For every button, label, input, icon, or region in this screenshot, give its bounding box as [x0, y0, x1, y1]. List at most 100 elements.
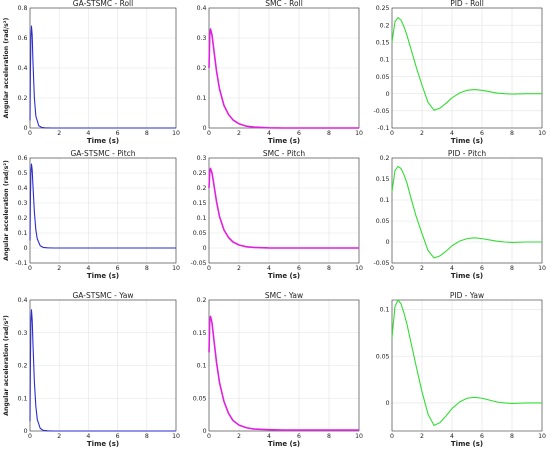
y-tick-label: 0.2 [18, 95, 28, 102]
y-tick-label: 0 [386, 239, 390, 246]
y-tick-label: 0.15 [193, 330, 207, 337]
x-tick-label: 8 [145, 433, 149, 440]
y-tick-label: 0.15 [376, 176, 390, 183]
subplot-title: PID - Yaw [450, 291, 484, 300]
x-tick-label: 10 [538, 130, 546, 137]
x-tick-label: 2 [420, 433, 424, 440]
y-tick-label: 0.1 [18, 230, 28, 237]
y-tick-label: 0.5 [18, 170, 28, 177]
x-tick-label: 6 [297, 265, 301, 272]
x-axis-label: Time (s) [87, 440, 119, 448]
y-tick-label: 0.1 [197, 363, 207, 370]
subplot-title: GA-STSMC - Pitch [70, 149, 135, 158]
y-tick-label: 0.6 [18, 35, 28, 42]
x-axis-label: Time (s) [87, 272, 119, 280]
y-tick-label: 0.3 [18, 200, 28, 207]
x-tick-label: 4 [86, 433, 90, 440]
x-tick-label: 8 [145, 265, 149, 272]
axes-frame [208, 157, 360, 264]
plot-area [392, 158, 542, 263]
x-tick-label: 4 [86, 265, 90, 272]
y-tick-label: 0.1 [380, 57, 390, 64]
x-axis-label: Time (s) [451, 272, 483, 280]
x-tick-label: 8 [145, 130, 149, 137]
series-line-1 [391, 165, 542, 259]
y-tick-label: 0 [24, 125, 28, 132]
y-tick-label: 0.25 [376, 5, 390, 12]
y-tick-label: -0.05 [190, 260, 206, 267]
y-axis-label: Angular acceleration (rad/s²) [3, 315, 10, 416]
subplot-title: SMC - Pitch [263, 149, 305, 158]
y-tick-label: 0 [24, 428, 28, 435]
y-tick-label: 0.1 [380, 197, 390, 204]
series-line-1 [391, 299, 542, 426]
y-axis-label: Angular acceleration (rad/s²) [3, 18, 10, 119]
x-tick-label: 10 [355, 265, 363, 272]
y-tick-label: 0.1 [197, 215, 207, 222]
axes-frame [208, 299, 360, 432]
axes-frame [391, 7, 543, 129]
x-tick-label: 6 [116, 265, 120, 272]
subplot-title: GA-STSMC - Roll [73, 0, 133, 8]
y-tick-label: 0.4 [18, 185, 28, 192]
plot-area [392, 300, 542, 431]
x-tick-label: 0 [28, 130, 32, 137]
subplot-title: PID - Roll [450, 0, 484, 8]
x-tick-label: 2 [237, 433, 241, 440]
plot-area [209, 158, 359, 263]
x-tick-label: 2 [57, 433, 61, 440]
y-axis-label: Angular acceleration (rad/s²) [3, 160, 10, 261]
axes-frame [391, 157, 543, 264]
x-tick-label: 6 [297, 433, 301, 440]
y-tick-label: 0 [203, 125, 207, 132]
x-axis-label: Time (s) [268, 440, 300, 448]
y-tick-label: 0.1 [197, 95, 207, 102]
x-tick-label: 8 [510, 130, 514, 137]
series-line-1 [208, 28, 359, 129]
y-tick-label: 0.1 [18, 395, 28, 402]
x-axis-label: Time (s) [268, 272, 300, 280]
x-tick-label: 6 [480, 265, 484, 272]
x-tick-label: 10 [172, 433, 180, 440]
subplot-2: 0 2 4 6 8 10 0 0.1 0.2 0.3 0.4 SMC - Roll Time (s) [197, 0, 363, 145]
x-tick-label: 0 [207, 130, 211, 137]
y-tick-label: 0.25 [193, 170, 207, 177]
x-tick-label: 6 [297, 130, 301, 137]
y-tick-label: 0.2 [197, 297, 207, 304]
subplot-title: PID - Pitch [448, 149, 486, 158]
y-tick-label: 0.05 [376, 218, 390, 225]
subplot-9: 0 2 4 6 8 10 0 0.05 0.1 PID - Yaw Time (s) [376, 291, 546, 448]
x-tick-label: 6 [116, 130, 120, 137]
subplot-title: GA-STSMC - Yaw [72, 291, 133, 300]
x-tick-label: 2 [237, 265, 241, 272]
x-tick-label: 10 [538, 265, 546, 272]
x-axis-label: Time (s) [451, 137, 483, 145]
series-line-1 [29, 163, 176, 249]
x-tick-label: 0 [207, 433, 211, 440]
x-tick-label: 0 [390, 433, 394, 440]
y-tick-label: 0.15 [376, 39, 390, 46]
x-tick-label: 2 [420, 130, 424, 137]
x-tick-label: 4 [86, 130, 90, 137]
y-tick-label: 0.3 [197, 35, 207, 42]
series-line-1 [208, 167, 359, 249]
x-tick-label: 8 [510, 265, 514, 272]
x-tick-label: 10 [172, 265, 180, 272]
subplot-7: 0 2 4 6 8 10 0 0.1 0.2 0.3 0.4 GA-STSMC - Yaw Time (… [3, 291, 180, 448]
x-tick-label: 6 [480, 433, 484, 440]
series-line-1 [208, 315, 359, 431]
x-tick-label: 10 [172, 130, 180, 137]
x-tick-label: 0 [28, 433, 32, 440]
x-tick-label: 8 [327, 130, 331, 137]
x-tick-label: 4 [267, 130, 271, 137]
subplot-title: SMC - Roll [265, 0, 303, 8]
y-tick-label: 0.4 [18, 65, 28, 72]
x-tick-label: 4 [450, 433, 454, 440]
x-tick-label: 0 [390, 130, 394, 137]
y-tick-label: 0 [386, 400, 390, 407]
x-tick-label: 10 [355, 130, 363, 137]
y-tick-label: 0.05 [376, 74, 390, 81]
x-tick-label: 0 [28, 265, 32, 272]
